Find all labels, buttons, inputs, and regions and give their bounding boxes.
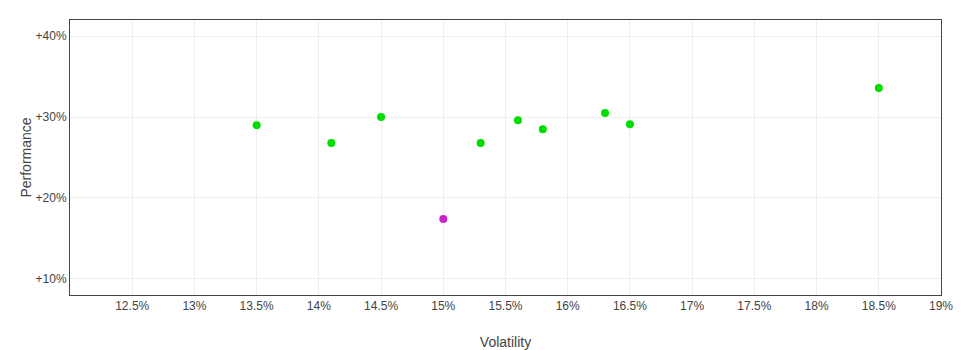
svg-text:Performance: Performance bbox=[18, 117, 34, 197]
svg-text:+10%: +10% bbox=[36, 272, 67, 286]
svg-text:17%: 17% bbox=[680, 299, 704, 313]
svg-text:17.5%: 17.5% bbox=[737, 299, 771, 313]
svg-text:14%: 14% bbox=[307, 299, 331, 313]
svg-text:15%: 15% bbox=[431, 299, 455, 313]
svg-text:13%: 13% bbox=[182, 299, 206, 313]
svg-text:19%: 19% bbox=[929, 299, 953, 313]
svg-text:+20%: +20% bbox=[36, 191, 67, 205]
svg-text:15.5%: 15.5% bbox=[488, 299, 522, 313]
svg-text:+30%: +30% bbox=[36, 110, 67, 124]
svg-text:14.5%: 14.5% bbox=[364, 299, 398, 313]
svg-text:Volatility: Volatility bbox=[480, 334, 531, 350]
svg-text:16.5%: 16.5% bbox=[613, 299, 647, 313]
svg-text:18.5%: 18.5% bbox=[862, 299, 896, 313]
svg-text:13.5%: 13.5% bbox=[240, 299, 274, 313]
svg-text:+40%: +40% bbox=[36, 29, 67, 43]
svg-text:16%: 16% bbox=[556, 299, 580, 313]
svg-text:18%: 18% bbox=[805, 299, 829, 313]
svg-text:12.5%: 12.5% bbox=[115, 299, 149, 313]
